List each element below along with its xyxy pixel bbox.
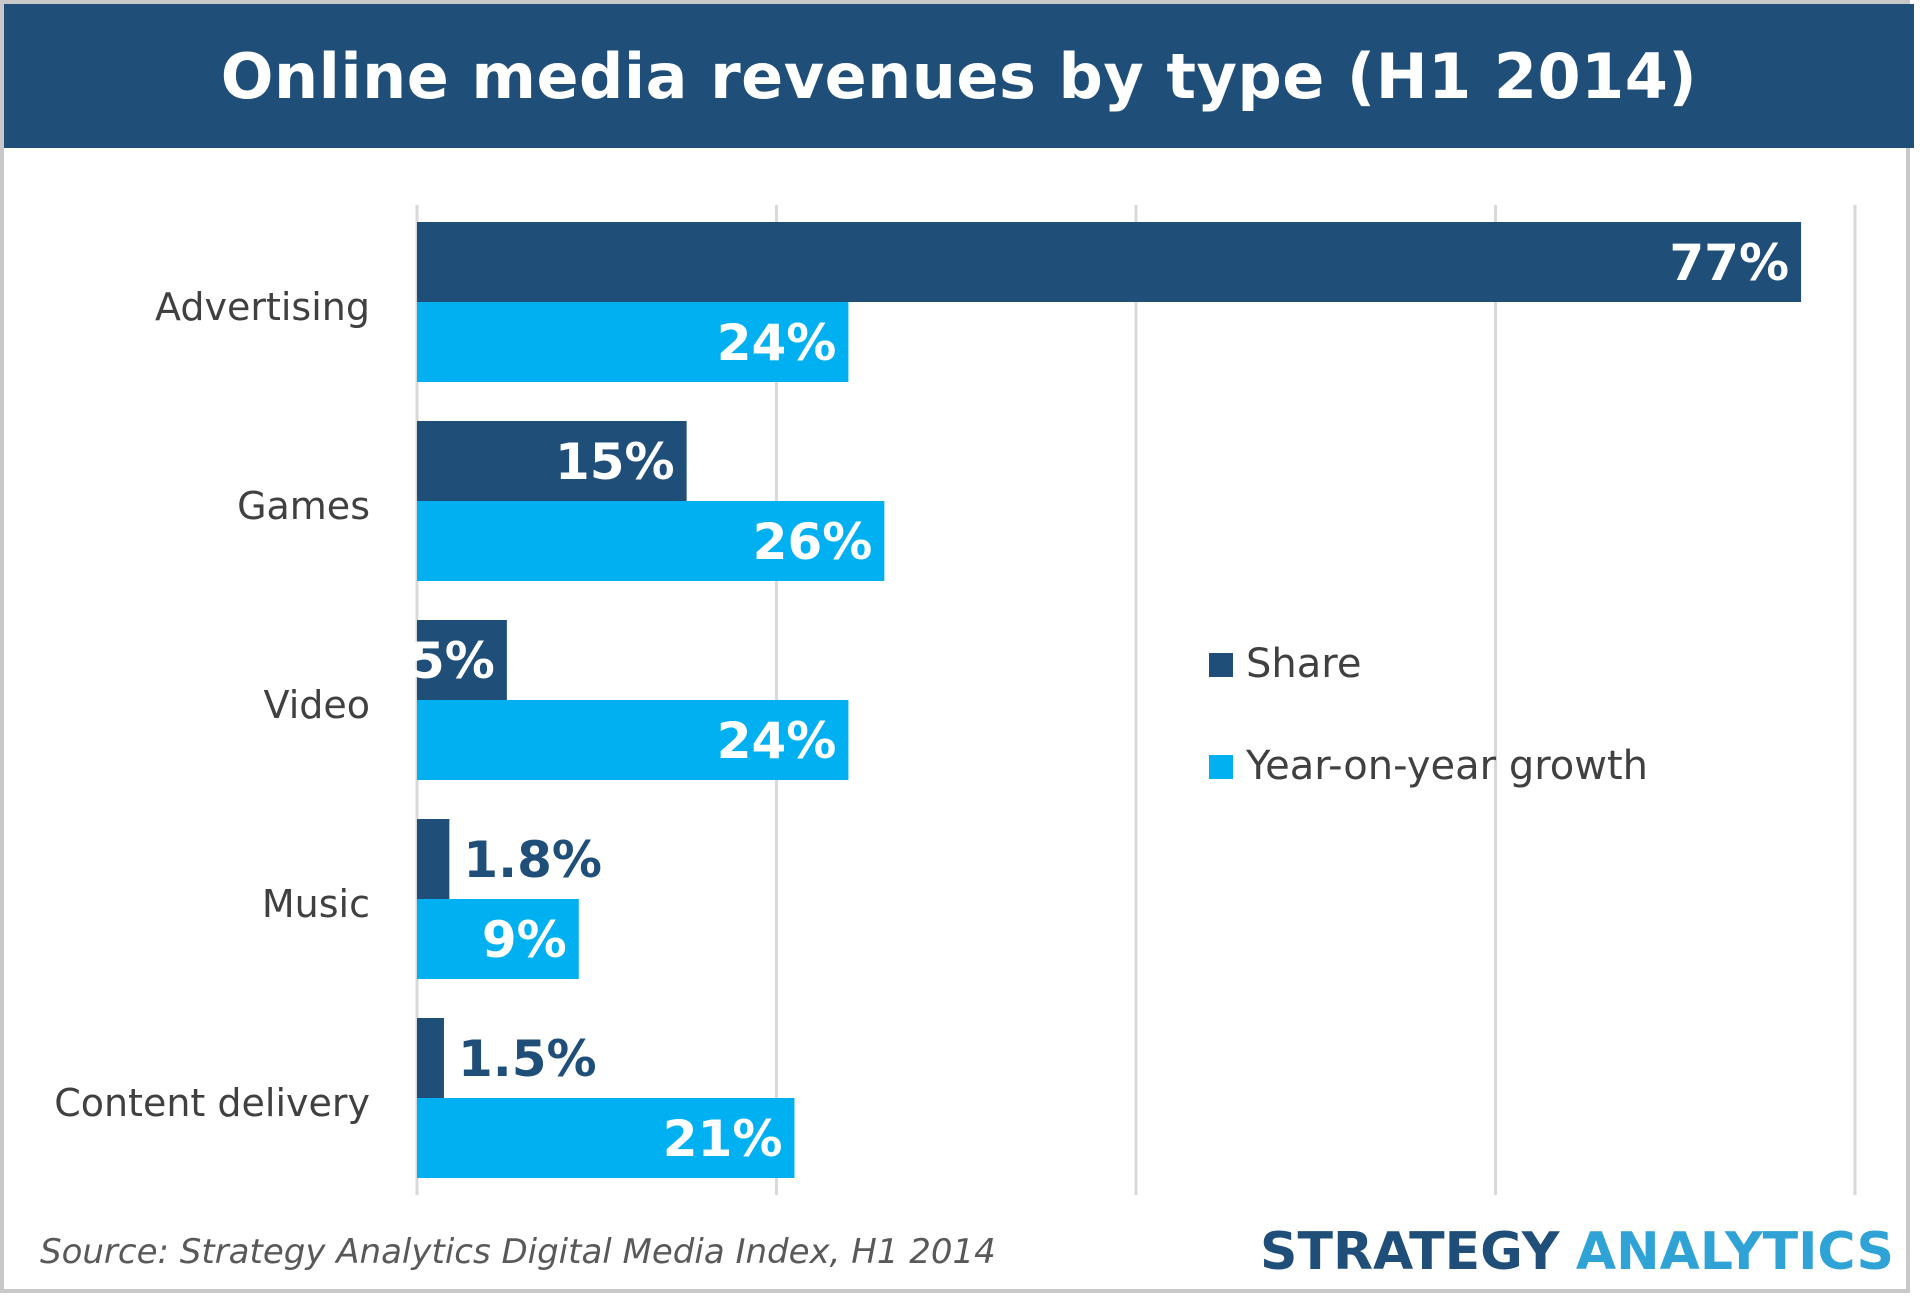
- share-bar: [417, 620, 507, 700]
- growth-bar: [417, 302, 849, 382]
- brand-word-1: STRATEGY: [1260, 1222, 1560, 1282]
- category-label: Games: [237, 484, 370, 528]
- data-label: 26%: [753, 513, 873, 571]
- data-label: 24%: [717, 314, 837, 372]
- data-label: 77%: [1669, 234, 1789, 292]
- category-label: Video: [264, 683, 370, 727]
- legend-label: Year-on-year growth: [1245, 743, 1648, 789]
- data-label: 24%: [717, 712, 837, 770]
- data-label: 9%: [482, 911, 567, 969]
- bars: 77% 24% 15% 26% 5% 24% 1.8% 9% 1.5% 21%: [410, 222, 1802, 1178]
- title-bar: Online media revenues by type (H1 2014): [4, 4, 1914, 148]
- brand-logo: STRATEGY ANALYTICS: [1260, 1222, 1894, 1282]
- growth-bar: [417, 899, 579, 979]
- category-label: Content delivery: [54, 1081, 370, 1125]
- data-label: 21%: [663, 1110, 783, 1168]
- category-label: Music: [262, 882, 370, 926]
- share-bar: [417, 421, 687, 501]
- source-note: Source: Strategy Analytics Digital Media…: [40, 1232, 996, 1272]
- growth-bar: [417, 700, 849, 780]
- category-labels: Advertising Games Video Music Content delive…: [54, 285, 370, 1125]
- data-label: 1.8%: [463, 831, 602, 889]
- growth-bar: [417, 501, 885, 581]
- share-bar: [417, 1018, 444, 1098]
- data-label: 15%: [555, 433, 675, 491]
- chart-title: Online media revenues by type (H1 2014): [220, 39, 1698, 113]
- legend: Share Year-on-year growth: [1209, 641, 1648, 789]
- growth-bar: [417, 1098, 795, 1178]
- share-bar: [417, 222, 1802, 302]
- data-label: 1.5%: [458, 1030, 597, 1088]
- legend-label: Share: [1246, 641, 1361, 687]
- category-label: Advertising: [155, 285, 370, 329]
- legend-swatch: [1209, 653, 1233, 677]
- data-label: 5%: [410, 632, 495, 690]
- brand-word-2: ANALYTICS: [1575, 1222, 1894, 1282]
- legend-swatch: [1209, 755, 1233, 779]
- share-bar: [417, 819, 450, 899]
